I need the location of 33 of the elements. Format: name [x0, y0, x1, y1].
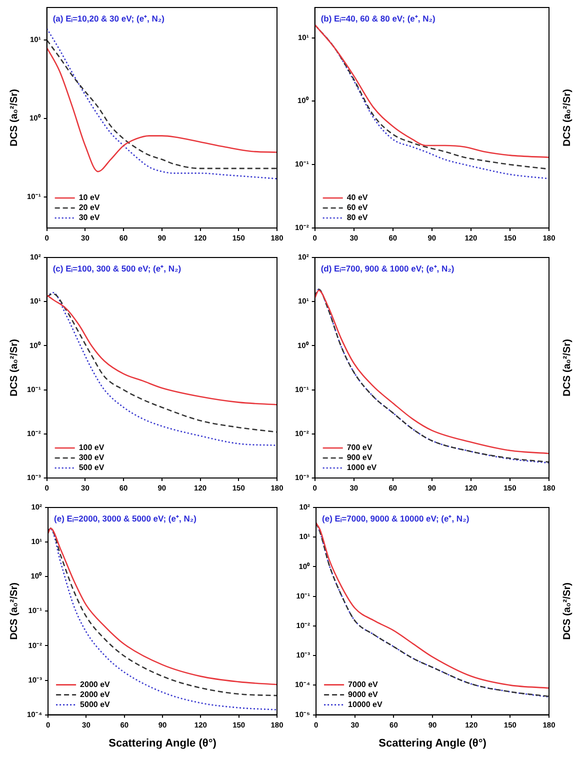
legend-label: 30 eV	[78, 213, 100, 222]
y-axis-title: DCS (a₀²/Sr)	[562, 89, 573, 146]
x-axis-title: Scattering Angle (θ°)	[108, 737, 217, 750]
y-axis-title: DCS (a₀²/Sr)	[8, 582, 20, 640]
y-axis-title: DCS (a₀²/Sr)	[562, 339, 573, 396]
text: (b) Eᵢ=40, 60 & 80 eV; (e⁺, N₂)	[320, 14, 436, 24]
text: (c) Eᵢ=100, 300 & 500 eV; (e⁺, N₂)	[52, 264, 182, 274]
y-axis-title: DCS (a₀²/Sr)	[562, 582, 573, 640]
legend-label: 9000 eV	[348, 690, 379, 700]
legend-label: 500 eV	[78, 463, 105, 472]
y-axis-title: DCS (a₀²/Sr)	[8, 339, 20, 396]
legend-label: 100 eV	[78, 443, 105, 452]
legend-label: 80 eV	[346, 213, 368, 222]
legend-label: 60 eV	[346, 203, 368, 212]
legend-label: 300 eV	[78, 453, 105, 462]
legend-label: 20 eV	[78, 203, 100, 212]
legend-label: 10000 eV	[348, 700, 383, 710]
text: (a) Eᵢ=10,20 & 30 eV; (e⁺, N₂)	[52, 14, 165, 24]
legend-label: 900 eV	[346, 453, 373, 462]
legend-label: 2000 eV	[80, 680, 111, 690]
legend-label: 700 eV	[346, 443, 373, 452]
legend-label: 7000 eV	[348, 680, 379, 690]
legend-label: 5000 eV	[80, 700, 111, 710]
x-axis-title: Scattering Angle (θ°)	[378, 737, 487, 750]
y-axis-title: DCS (a₀²/Sr)	[8, 89, 20, 146]
text: (e) Eᵢ=2000, 3000 & 5000 eV; (e⁺, N₂)	[54, 514, 197, 524]
line-series	[46, 294, 277, 406]
text: (e) Eᵢ=7000, 9000 & 10000 eV; (e⁺, N₂)	[322, 514, 470, 524]
legend-label: 2000 eV	[80, 690, 111, 700]
legend-label: 40 eV	[346, 193, 368, 202]
legend-label: 10 eV	[78, 193, 100, 202]
text: (d) Eᵢ=700, 900 & 1000 eV; (e⁺, N₂)	[320, 264, 454, 274]
legend-label: 1000 eV	[346, 463, 378, 472]
